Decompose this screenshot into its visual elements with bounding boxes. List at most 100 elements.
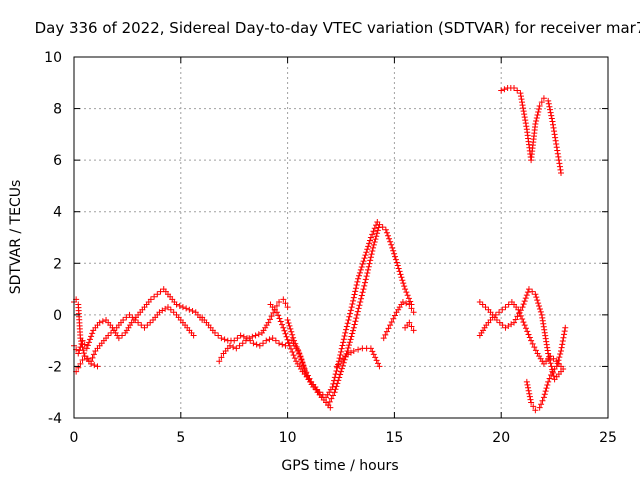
data-point (542, 388, 549, 395)
data-point (255, 331, 262, 338)
data-point (368, 251, 375, 258)
data-point (260, 340, 267, 347)
data-point (531, 344, 538, 351)
x-tick-label: 0 (70, 430, 79, 446)
data-point (410, 309, 417, 316)
data-point (356, 269, 363, 276)
data-point (556, 354, 563, 361)
data-point (387, 322, 394, 329)
data-point (341, 333, 348, 340)
data-point (170, 309, 177, 316)
data-point (290, 334, 297, 341)
data-point (226, 342, 233, 349)
data-point (343, 323, 350, 330)
data-point (388, 241, 395, 248)
data-point (511, 84, 518, 91)
data-point (147, 319, 154, 326)
y-tick-label: -4 (48, 411, 62, 427)
data-point (546, 356, 553, 363)
data-point (358, 295, 365, 302)
data-point (276, 315, 283, 322)
data-point (498, 87, 505, 94)
data-point (555, 357, 562, 364)
data-point (350, 324, 357, 331)
data-point (548, 115, 555, 122)
data-point (534, 112, 541, 119)
data-point (292, 340, 299, 347)
y-axis-label: SDTVAR / TECUs (8, 180, 24, 295)
data-point (365, 263, 372, 270)
data-point (536, 305, 543, 312)
data-point (115, 335, 122, 342)
data-point (365, 243, 372, 250)
data-point (96, 319, 103, 326)
data-point (545, 378, 552, 385)
data-point (240, 333, 247, 340)
data-point (544, 381, 551, 388)
data-point (361, 282, 368, 289)
data-point (367, 257, 374, 264)
data-point (230, 344, 237, 351)
data-point (328, 395, 335, 402)
data-point (355, 275, 362, 282)
data-point (237, 332, 244, 339)
axis-ticks (73, 56, 609, 419)
data-point (211, 329, 218, 336)
data-point (340, 336, 347, 343)
data-point (532, 291, 539, 298)
data-point (279, 341, 286, 348)
data-point (352, 318, 359, 325)
data-point (396, 268, 403, 275)
data-point (84, 342, 91, 349)
data-point (77, 360, 84, 367)
data-point (179, 304, 186, 311)
data-point (302, 370, 309, 377)
data-point (334, 364, 341, 371)
data-point (282, 300, 289, 307)
data-point (147, 296, 154, 303)
data-point (380, 335, 387, 342)
data-point (370, 351, 377, 358)
data-point (78, 338, 85, 345)
data-point (354, 278, 361, 285)
data-point (547, 109, 554, 116)
series-track-j (402, 319, 417, 334)
data-point (517, 93, 524, 100)
data-point (359, 261, 366, 268)
data-point (550, 373, 557, 380)
data-point (545, 97, 552, 104)
data-point (88, 360, 95, 367)
data-point (548, 112, 555, 119)
data-point (554, 360, 561, 367)
data-point (522, 325, 529, 332)
data-point (344, 347, 351, 354)
data-point (549, 118, 556, 125)
data-point (351, 291, 358, 298)
data-point (536, 303, 543, 310)
data-point (499, 322, 506, 329)
data-point (357, 298, 364, 305)
data-point (343, 326, 350, 333)
data-point (514, 87, 521, 94)
data-point (325, 402, 332, 409)
data-point (540, 95, 547, 102)
data-point (373, 357, 380, 364)
data-point (353, 315, 360, 322)
data-point (310, 384, 317, 391)
data-point (371, 225, 378, 232)
data-point (515, 306, 522, 313)
data-point (345, 317, 352, 324)
data-point (558, 368, 565, 375)
data-point (75, 364, 82, 371)
chart-title: Day 336 of 2022, Sidereal Day-to-day VTE… (35, 19, 640, 37)
data-point (273, 309, 280, 316)
data-point (547, 106, 554, 113)
data-point (404, 292, 411, 299)
data-point (539, 397, 546, 404)
data-point (398, 274, 405, 281)
data-point (519, 304, 526, 311)
data-point (349, 330, 356, 337)
data-point (281, 327, 288, 334)
y-tick-label: 0 (53, 308, 62, 324)
